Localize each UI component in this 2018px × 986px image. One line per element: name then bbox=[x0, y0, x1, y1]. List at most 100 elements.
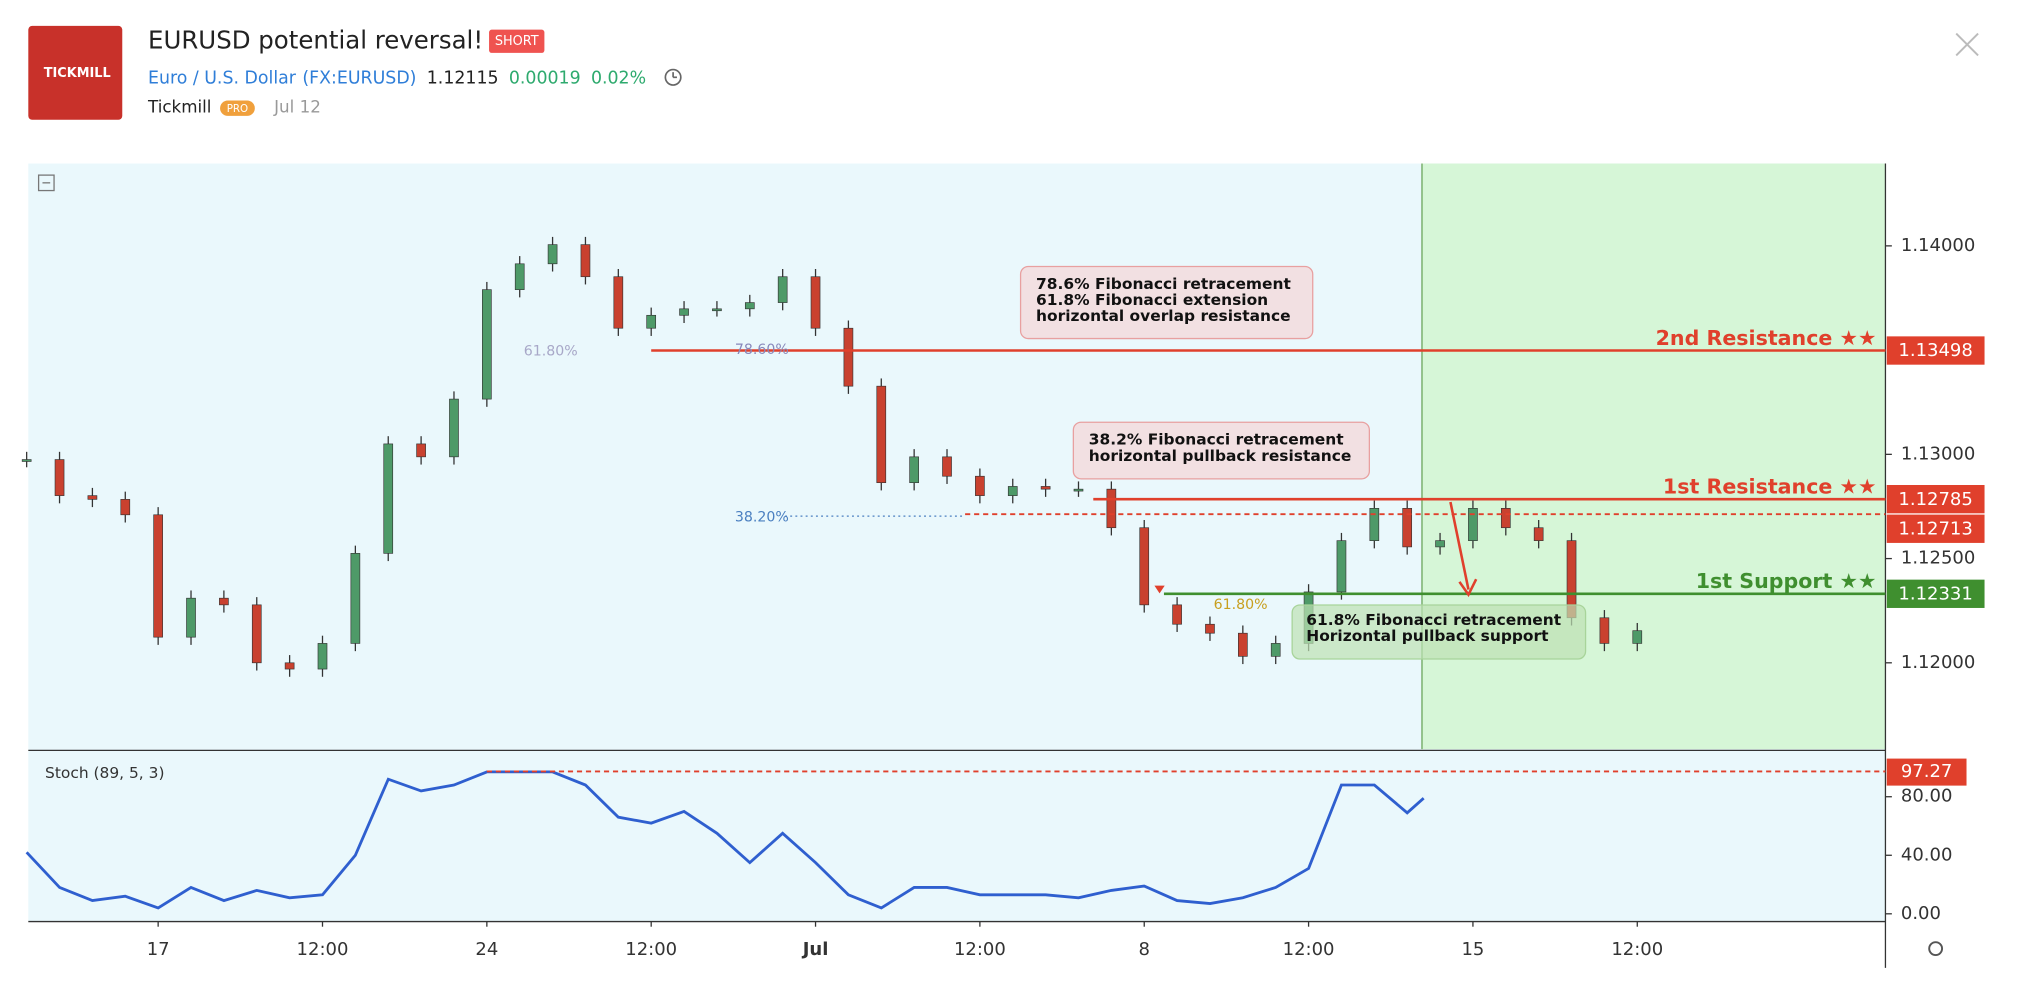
pro-badge bbox=[220, 100, 255, 116]
candle bbox=[1369, 508, 1380, 541]
annotation-text: 61.8% Fibonacci extension bbox=[1036, 291, 1268, 309]
candle bbox=[120, 499, 131, 516]
annotation-text: horizontal overlap resistance bbox=[1036, 307, 1291, 325]
candle bbox=[284, 662, 295, 670]
level-name: 1st Resistance ★★ bbox=[1663, 475, 1877, 499]
candle bbox=[1073, 488, 1084, 492]
logo-text: TICKMILL bbox=[44, 66, 111, 81]
annotation-text: 38.2% Fibonacci retracement bbox=[1089, 431, 1344, 449]
candle bbox=[1533, 527, 1544, 541]
y-tick-label: 1.12000 bbox=[1901, 652, 1975, 673]
fib-label: 61.80% bbox=[1214, 597, 1268, 613]
candle bbox=[942, 456, 952, 477]
annotation-box bbox=[1019, 265, 1314, 340]
candle bbox=[613, 276, 624, 329]
candle bbox=[317, 643, 328, 670]
level-value: 1.12785 bbox=[1898, 489, 1972, 510]
level-value: 1.12713 bbox=[1898, 518, 1972, 539]
arrow bbox=[1449, 501, 1478, 598]
candle bbox=[679, 308, 689, 316]
candle bbox=[1336, 540, 1347, 593]
annotation-text: horizontal pullback resistance bbox=[1089, 447, 1352, 465]
candle bbox=[843, 327, 854, 387]
candle bbox=[1632, 630, 1643, 644]
y-tick-label: 1.12500 bbox=[1901, 548, 1975, 569]
x-tick-label: 12:00 bbox=[954, 939, 1006, 960]
annotation-text: 61.8% Fibonacci retracement bbox=[1306, 611, 1561, 629]
level-name: 1st Support ★★ bbox=[1696, 569, 1877, 593]
stoch-label: Stoch (89, 5, 3) bbox=[45, 764, 164, 782]
stoch-line bbox=[25, 770, 1425, 910]
price: 1.12115 bbox=[427, 69, 499, 89]
x-tick-label: 12:00 bbox=[625, 939, 677, 960]
level-box bbox=[1886, 514, 1985, 543]
candle bbox=[1172, 604, 1182, 625]
projection-zone bbox=[1421, 163, 1886, 750]
x-tick-label: 8 bbox=[1139, 939, 1150, 960]
candle bbox=[1599, 617, 1610, 644]
x-tick-label: 12:00 bbox=[297, 939, 349, 960]
instrument[interactable]: Euro / U.S. Dollar bbox=[148, 69, 297, 89]
candle bbox=[547, 244, 558, 265]
candle bbox=[1040, 486, 1051, 490]
short-badge-text: SHORT bbox=[495, 34, 539, 49]
candle bbox=[975, 475, 985, 496]
annotation-text: Horizontal pullback support bbox=[1306, 627, 1549, 645]
axis-background bbox=[1885, 163, 1989, 968]
stoch-level-box bbox=[1886, 758, 1967, 786]
candle bbox=[1106, 488, 1117, 529]
pro-badge-text: PRO bbox=[227, 103, 248, 115]
level-name: 2nd Resistance ★★ bbox=[1656, 326, 1877, 350]
candle bbox=[416, 443, 426, 458]
candle bbox=[482, 289, 492, 400]
plot: 1.12000 1.12500 1.13000 1.14000 0.00 40.00 80.… bbox=[21, 163, 1985, 968]
candle bbox=[87, 495, 98, 500]
candle bbox=[1402, 508, 1413, 548]
candle bbox=[251, 604, 262, 664]
change: 0.00019 bbox=[509, 69, 581, 89]
candle bbox=[1468, 508, 1478, 541]
candle bbox=[54, 459, 65, 496]
candle bbox=[1238, 632, 1248, 657]
collapse-button[interactable] bbox=[37, 174, 55, 192]
candle bbox=[350, 553, 361, 644]
x-tick-label: 12:00 bbox=[1283, 939, 1335, 960]
stoch-level-value: 97.27 bbox=[1901, 761, 1953, 782]
annotation-box bbox=[1291, 604, 1587, 660]
level-box bbox=[1886, 485, 1985, 514]
settings-icon[interactable] bbox=[1928, 941, 1944, 956]
close-button[interactable] bbox=[1955, 32, 1979, 57]
x-tick-label: 15 bbox=[1461, 939, 1484, 960]
candle bbox=[580, 244, 591, 278]
symbol[interactable]: (FX:EURUSD) bbox=[302, 69, 416, 89]
candle bbox=[449, 398, 459, 458]
y2-tick-label: 0.00 bbox=[1901, 903, 1941, 924]
candle bbox=[876, 385, 887, 484]
idea-title: EURUSD potential reversal! bbox=[148, 25, 483, 54]
candle bbox=[514, 263, 525, 290]
x-tick-label: 24 bbox=[475, 939, 498, 960]
candle bbox=[219, 597, 229, 606]
x-tick-label: 17 bbox=[147, 939, 170, 960]
logo bbox=[28, 25, 123, 120]
fib-label: 61.80% bbox=[524, 343, 578, 359]
author[interactable]: Tickmill bbox=[147, 97, 211, 117]
short-badge bbox=[489, 29, 545, 53]
candle bbox=[744, 302, 755, 310]
fib-label: 38.20% bbox=[735, 509, 789, 525]
candle bbox=[153, 514, 163, 638]
x-tick-label: 12:00 bbox=[1611, 939, 1663, 960]
candle bbox=[909, 456, 919, 484]
y-tick-label: 1.14000 bbox=[1901, 235, 1975, 256]
level-box bbox=[1886, 579, 1985, 608]
alert-icon[interactable] bbox=[664, 68, 682, 86]
y-tick-label: 1.13000 bbox=[1901, 443, 1975, 464]
fib-label: 78.60% bbox=[735, 342, 789, 358]
date: Jul 12 bbox=[273, 97, 321, 117]
y2-tick-label: 40.00 bbox=[1901, 844, 1953, 865]
level-value: 1.13498 bbox=[1898, 340, 1972, 361]
level-value: 1.12331 bbox=[1898, 583, 1972, 604]
candle bbox=[1205, 623, 1215, 634]
candle bbox=[712, 308, 722, 312]
